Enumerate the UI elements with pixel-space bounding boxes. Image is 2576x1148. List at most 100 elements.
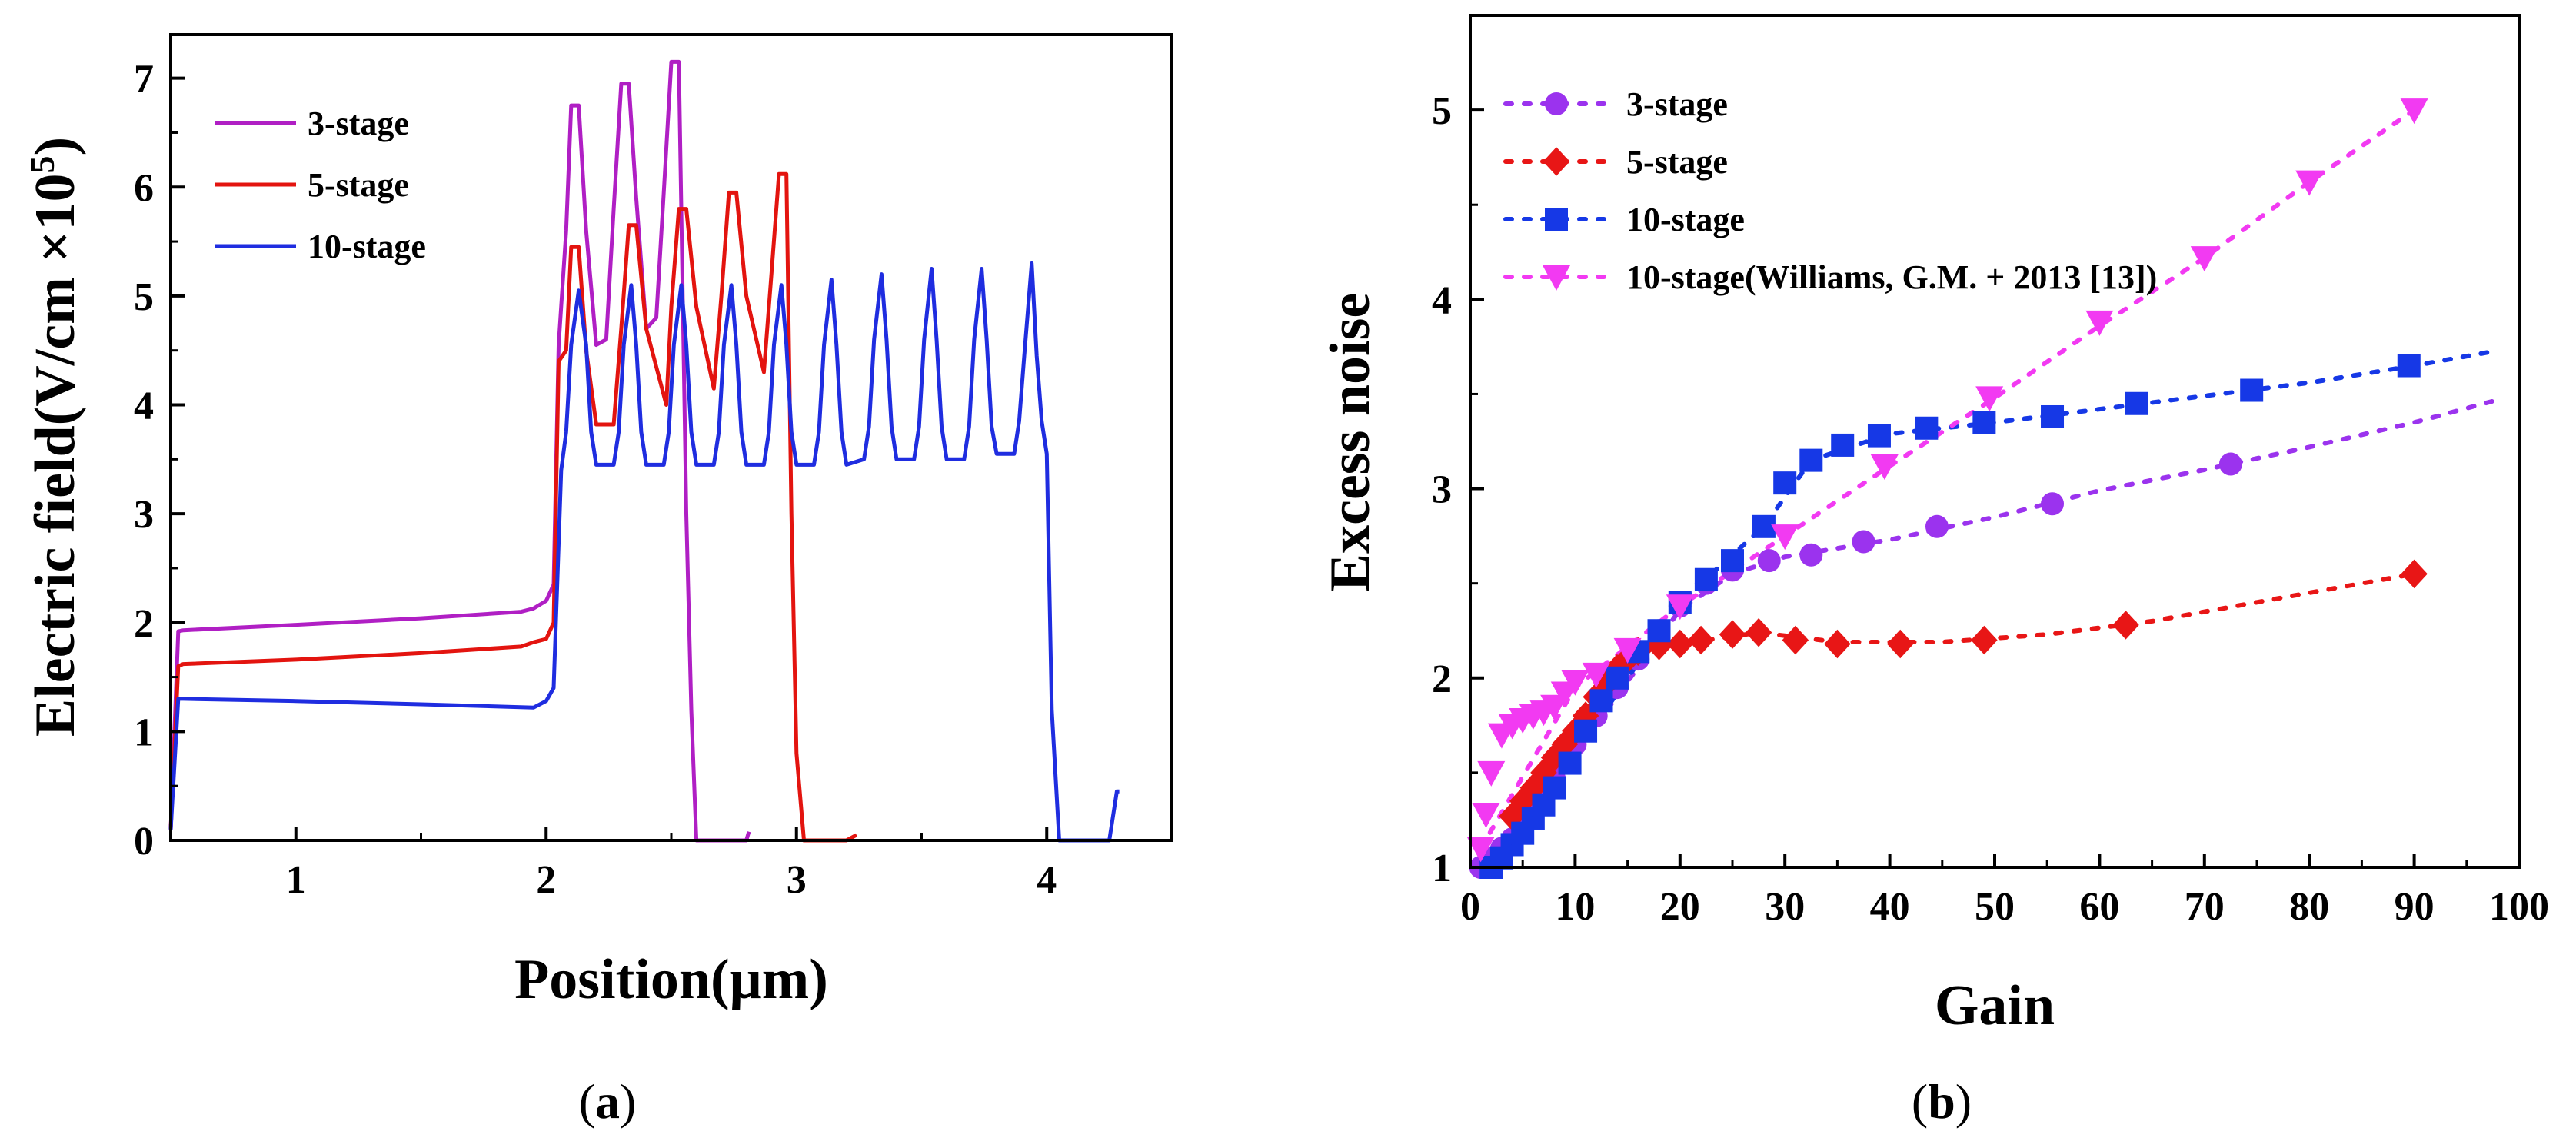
panel-b-10-stage-williams-g-m-2013-13-point [1975,386,2004,412]
panel-b-y-axis-title: Excess noise [1319,293,1382,592]
panel-b-10-stage-point [1799,448,1823,472]
panel-b-10-stage-point [1972,411,1996,434]
panel-b-10-stage-point [2041,404,2065,428]
panel-b-x-tick-label: 90 [2395,885,2435,929]
panel-a-y-tick-label: 4 [134,384,154,428]
panel-b-10-stage-point [1721,549,1744,573]
panel-b-3-stage-point [1852,530,1875,554]
panel-b-10-stage-point [1605,666,1629,690]
panel-b-legend-marker [1545,208,1568,231]
panel-b-10-stage-williams-g-m-2013-13-point [1613,637,1642,664]
panel-b-3-stage-point [2218,452,2242,476]
panel-a-series-3-stage-line [168,59,751,843]
panel-b-x-tick-label: 50 [1975,885,2015,929]
panel-b-x-tick-label: 0 [1460,885,1480,929]
panel-b-legend-marker [1543,147,1570,176]
panel-b-10-stage-point [2240,378,2264,402]
panel-a-series-5-stage-line [168,171,858,843]
panel-b-x-tick-label: 10 [1555,885,1595,929]
panel-a-x-tick-label: 1 [286,858,306,902]
panel-a-y-tick-label: 7 [134,58,154,101]
panel-a-y-tick-label: 1 [134,710,154,754]
panel-b-x-tick-label: 20 [1660,885,1700,929]
panel-a-y-tick-label: 6 [134,166,154,210]
panel-b-5-stage-point [1886,629,1914,659]
panel-a-axes-frame [169,33,1173,842]
panel-b-series-10-stage-williams-g-m-2013-13-fit-line [1478,108,2417,851]
panel-a-legend-label: 10-stage [308,228,426,265]
panel-b-y-tick-label: 4 [1432,278,1452,322]
panel-b-10-stage-williams-g-m-2013-13-point [1582,662,1610,688]
panel-b-10-stage-williams-g-m-2013-13-point [1666,594,1694,621]
panel-b-3-stage-point [2041,492,2065,516]
panel-a-y-tick-label: 0 [134,820,154,863]
panel-a-series-10-stage-line [168,261,1120,843]
panel-b-5-stage-point [1666,629,1694,659]
panel-b-x-tick-label: 60 [2079,885,2119,929]
panel-b-10-stage-williams-g-m-2013-13-point [2400,98,2428,125]
panel-a-y-axis-title-main: Electric field(V/cm ×10 [24,174,87,737]
panel-b-y-tick-label: 2 [1432,657,1452,701]
panel-b-10-stage-point [1694,567,1718,591]
panel-b-10-stage-point [1647,619,1671,643]
panel-b-y-tick-label: 1 [1432,847,1452,890]
panel-b-10-stage-williams-g-m-2013-13-point [1477,760,1506,787]
panel-a-x-axis-title: Position(μm) [514,948,828,1011]
panel-a-y-tick-label: 3 [134,493,154,537]
panel-b-x-tick-label: 100 [2489,885,2549,929]
panel-b-10-stage-williams-g-m-2013-13-point [2295,170,2324,196]
panel-a-x-tick-label: 3 [787,858,807,902]
panel-a-legend-label: 3-stage [308,105,409,142]
panel-b-legend-label: 10-stage [1626,201,1745,238]
panel-b-10-stage-williams-g-m-2013-13-point [1870,454,1899,481]
panel-b-y-tick-label: 3 [1432,468,1452,512]
panel-b-legend-label: 10-stage(Williams, G.M. + 2013 [13]) [1626,258,2157,296]
panel-b-10-stage-point [1831,433,1855,457]
panel-b-10-stage-point [1543,776,1566,800]
panel-b-3-stage-point [1799,543,1823,567]
panel-a-x-tick-label: 4 [1037,858,1057,902]
panel-b-x-tick-label: 30 [1765,885,1805,929]
caption-a: (a) [579,1074,637,1129]
panel-b-x-tick-label: 40 [1870,885,1910,929]
panel-b-10-stage-point [1867,424,1891,448]
panel-b-10-stage-williams-g-m-2013-13-point [1466,837,1495,863]
panel-b-10-stage-williams-g-m-2013-13-point [1771,524,1799,551]
panel-b-3-stage-point [1757,549,1781,573]
panel-b-5-stage-point [2401,559,2428,589]
panel-b-chart: 0 10 20 30 40 50 60 70 80 90 100 1 2 3 4 5 3-stage 5-sta… [1319,14,2549,1037]
panel-b-10-stage-williams-g-m-2013-13-point [1561,670,1589,696]
panel-a-chart: 1 2 3 4 0 1 2 3 4 5 6 7 3-stage 5-stage 10-stage Posi… [22,33,1173,1011]
panel-b-10-stage-point [2125,391,2148,415]
panel-b-10-stage-point [2397,354,2421,378]
panel-b-10-stage-point [1773,471,1797,495]
panel-b-3-stage-point [1925,514,1949,538]
panel-b-legend-label: 5-stage [1626,143,1728,181]
panel-b-x-axis-title: Gain [1935,974,2055,1037]
panel-b-5-stage-point [1745,617,1772,647]
panel-b-series-5-stage-fit-line [1509,571,2417,819]
caption-b: (b) [1912,1074,1972,1129]
panel-b-5-stage-point [1971,625,1998,655]
panel-a-y-axis-title-close: ) [24,137,87,156]
panel-b-5-stage-point [1719,620,1746,649]
panel-a-y-axis-title: Electric field(V/cm ×105) [22,137,87,737]
panel-b-x-tick-label: 80 [2289,885,2329,929]
panel-b-5-stage-point [2112,611,2139,640]
panel-a-x-tick-label: 2 [536,858,556,902]
panel-a-y-tick-label: 5 [134,275,154,319]
panel-a-legend-label: 5-stage [308,166,409,204]
panel-a-y-axis-title-superscript: 5 [22,156,62,174]
panel-b-10-stage-point [1752,514,1776,538]
panel-b-5-stage-point [1687,625,1715,655]
panel-b-10-stage-point [1574,719,1598,743]
panel-b-x-tick-label: 70 [2185,885,2225,929]
panel-b-legend-marker [1545,92,1568,115]
panel-b-10-stage-point [1589,689,1613,713]
panel-b-legend-marker [1543,265,1570,291]
panel-b-10-stage-williams-g-m-2013-13-point [1540,694,1569,720]
panel-b-5-stage-point [1824,629,1851,659]
panel-a-y-tick-label: 2 [134,602,154,646]
panel-b-10-stage-williams-g-m-2013-13-point [2190,246,2218,272]
